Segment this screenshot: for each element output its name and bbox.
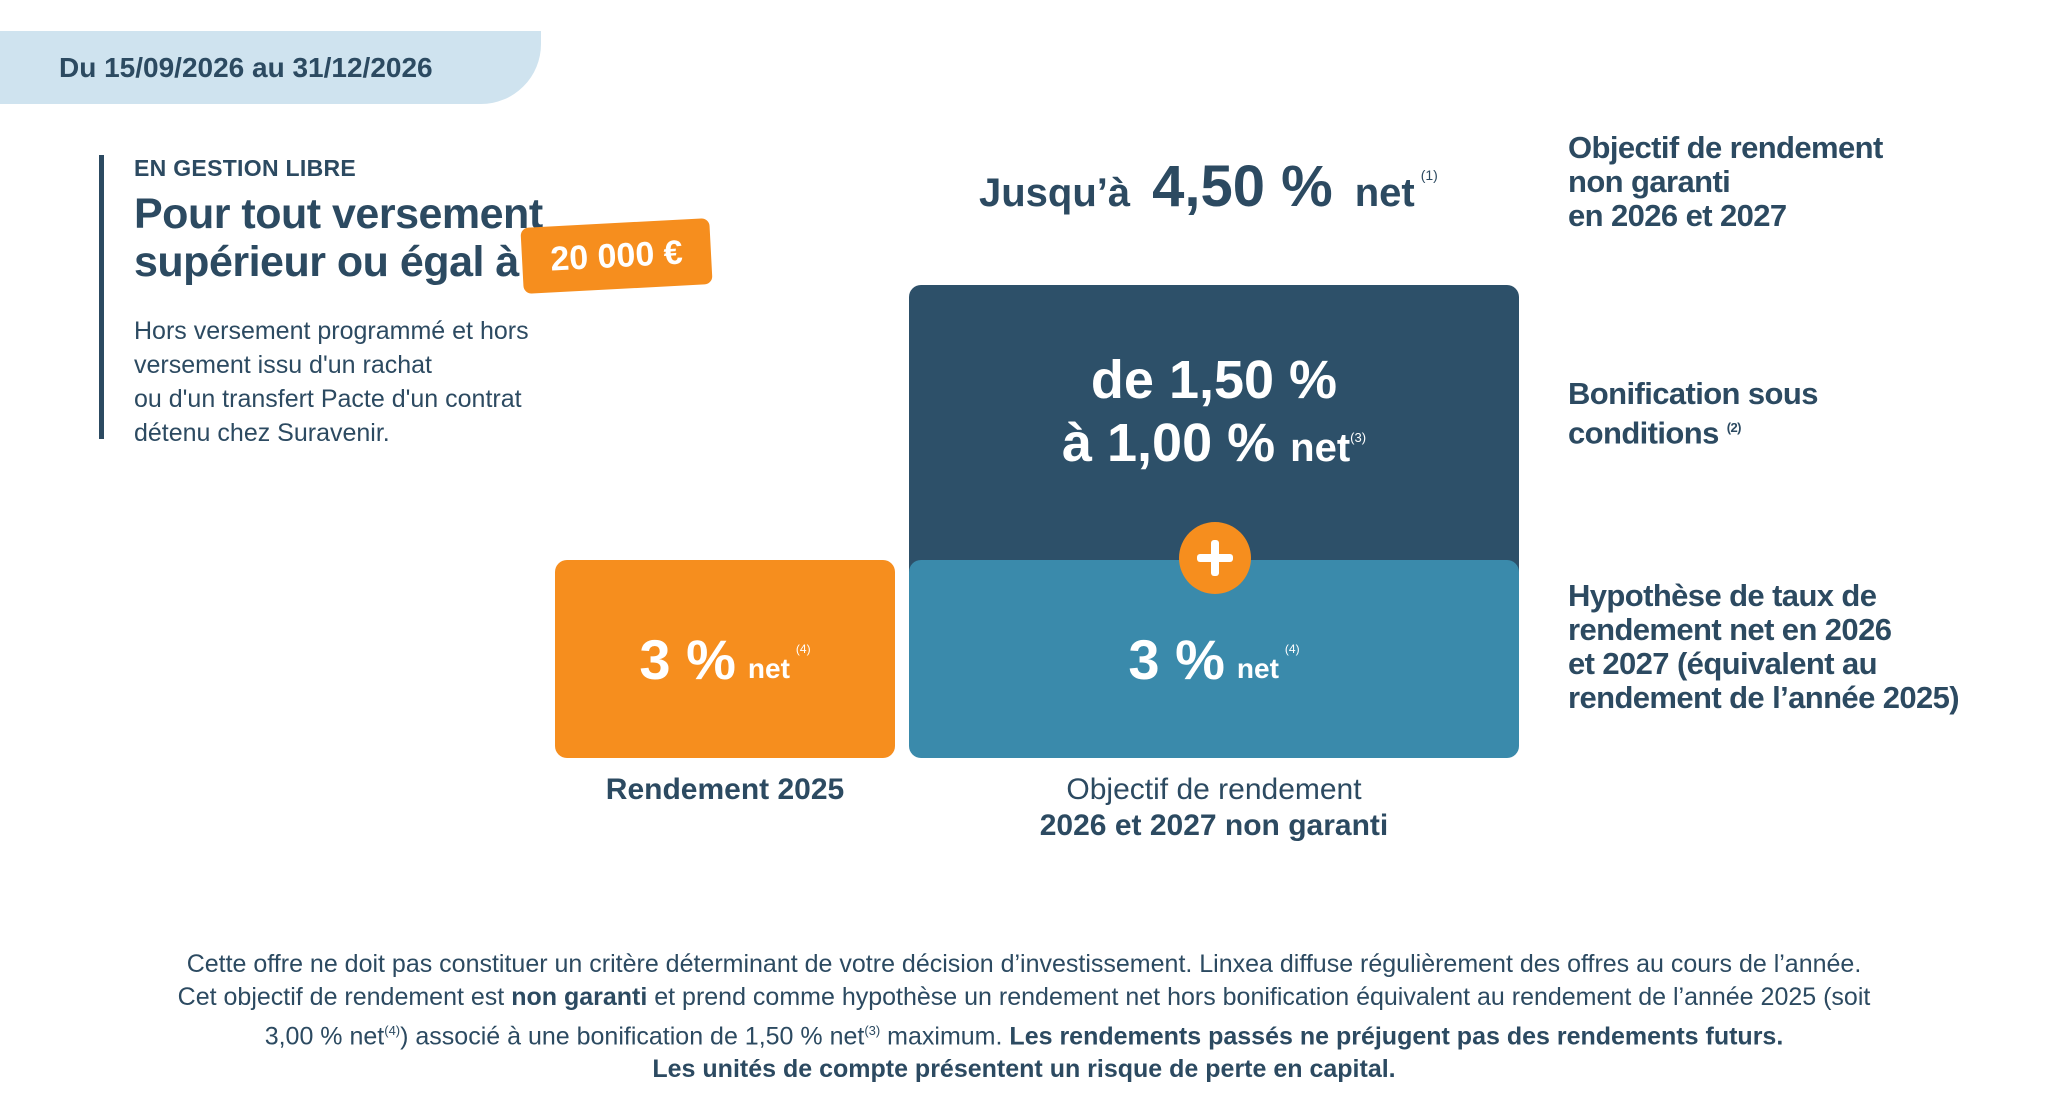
bonus-range-footnote: (3) [1350, 430, 1367, 445]
yield-2025-net: net [747, 653, 790, 684]
exclusion-line: Hors versement programmé et hors [134, 317, 529, 345]
bonus-label-text: conditions [1568, 415, 1719, 451]
disclaimer-emphasis: Les unités de compte présentent un risqu… [652, 1055, 1396, 1084]
bonus-range-value: à 1,00 % [1061, 413, 1276, 473]
exclusion-line: détenu chez Suravenir. [134, 419, 390, 447]
disclaimer-text: 3,00 % net [264, 1022, 385, 1051]
minimum-amount-badge: 20 000 € [520, 218, 713, 294]
bonus-label: Bonification sous conditions (2) [1568, 377, 1928, 450]
yield-2025-caption: Rendement 2025 [605, 773, 845, 806]
yield-2025: 3 % net (4) [555, 560, 895, 758]
offer-title-line1: Pour tout versement [134, 190, 543, 238]
bonus-label-line2: conditions (2) [1568, 411, 1928, 450]
exclusion-line: ou d'un transfert Pacte d'un contrat [134, 385, 522, 413]
objective-label-line1: Objectif de rendement [1568, 130, 1883, 165]
disclaimer-emphasis: Les rendements passés ne préjugent pas d… [1009, 1022, 1784, 1051]
legal-disclaimer: Cette offre ne doit pas constituer un cr… [40, 948, 2008, 1086]
objective-label: Objectif de rendement non garanti en 202… [1568, 131, 1968, 233]
headline-net: net [1354, 171, 1415, 215]
disclaimer-line3: 3,00 % net(4)) associé à une bonificatio… [40, 1014, 2008, 1053]
yield-2025-value: 3 % [639, 627, 736, 691]
yield-2025-box: 3 % net (4) [555, 560, 895, 758]
hypothesis-label-line2: rendement net en 2026 [1568, 612, 1892, 647]
disclaimer-footnote: (3) [864, 1023, 881, 1038]
objective-caption-line1: Objectif de rendement [1066, 773, 1362, 806]
base-yield-2026-2027: 3 % net (4) [909, 560, 1519, 758]
exclusion-line: versement issu d'un rachat [134, 351, 432, 379]
objective-caption: Objectif de rendement 2026 et 2027 non g… [909, 772, 1519, 844]
max-yield-headline: Jusqu’à 4,50 % net (1) [979, 153, 1479, 233]
disclaimer-line4: Les unités de compte présentent un risqu… [40, 1053, 2008, 1086]
disclaimer-emphasis: non garanti [511, 983, 648, 1011]
disclaimer-footnote: (4) [384, 1023, 401, 1038]
offer-title-line2: supérieur ou égal à [134, 238, 519, 286]
objective-label-line2: non garanti [1568, 164, 1731, 199]
bonus-range-line1: de 1,50 % [1090, 350, 1338, 410]
bonus-range: de 1,50 % à 1,00 % net(3) [909, 351, 1519, 477]
base-yield-value: 3 % [1128, 627, 1225, 691]
hypothesis-label-line3: et 2027 (équivalent au [1568, 646, 1878, 681]
disclaimer-text: maximum. [887, 1022, 1003, 1051]
disclaimer-text: ) associé à une bonification de 1,50 % n… [400, 1022, 865, 1051]
management-mode-label: EN GESTION LIBRE [134, 155, 357, 181]
objective-label-line3: en 2026 et 2027 [1568, 198, 1787, 233]
offer-conditions: EN GESTION LIBRE Pour tout versement sup… [99, 155, 619, 447]
bonus-range-net: net [1290, 426, 1351, 470]
headline-lead: Jusqu’à [979, 171, 1131, 215]
yield-2025-footnote: (4) [795, 642, 811, 656]
bonus-label-footnote: (2) [1726, 420, 1742, 435]
objective-caption-line2: 2026 et 2027 non garanti [1039, 809, 1389, 842]
hypothesis-label-line4: rendement de l’année 2025) [1568, 680, 1960, 715]
headline-footnote: (1) [1420, 167, 1438, 183]
period-banner: Du 15/09/2026 au 31/12/2026 [0, 31, 541, 104]
disclaimer-text: et prend comme hypothèse un rendement ne… [654, 983, 1871, 1011]
plus-icon [1179, 522, 1251, 594]
hypothesis-label: Hypothèse de taux de rendement net en 20… [1568, 579, 2008, 715]
disclaimer-line1: Cette offre ne doit pas constituer un cr… [186, 950, 1862, 978]
base-yield-footnote: (4) [1284, 642, 1300, 656]
plus-glyph [1197, 540, 1233, 576]
bonus-box: de 1,50 % à 1,00 % net(3) [909, 285, 1519, 575]
offer-title: Pour tout versement supérieur ou égal à [134, 190, 619, 286]
disclaimer-line2: Cet objectif de rendement est non garant… [40, 981, 2008, 1014]
headline-value: 4,50 % [1152, 154, 1333, 219]
offer-exclusions: Hors versement programmé et hors verseme… [134, 314, 619, 450]
minimum-amount: 20 000 € [549, 233, 684, 278]
disclaimer-text: Cet objectif de rendement est [177, 983, 505, 1011]
base-yield-net: net [1236, 653, 1279, 684]
period-text: Du 15/09/2026 au 31/12/2026 [59, 51, 433, 83]
hypothesis-label-line1: Hypothèse de taux de [1568, 578, 1877, 613]
bonus-range-line2: à 1,00 % net(3) [909, 409, 1519, 477]
bonus-label-line1: Bonification sous [1568, 376, 1818, 411]
